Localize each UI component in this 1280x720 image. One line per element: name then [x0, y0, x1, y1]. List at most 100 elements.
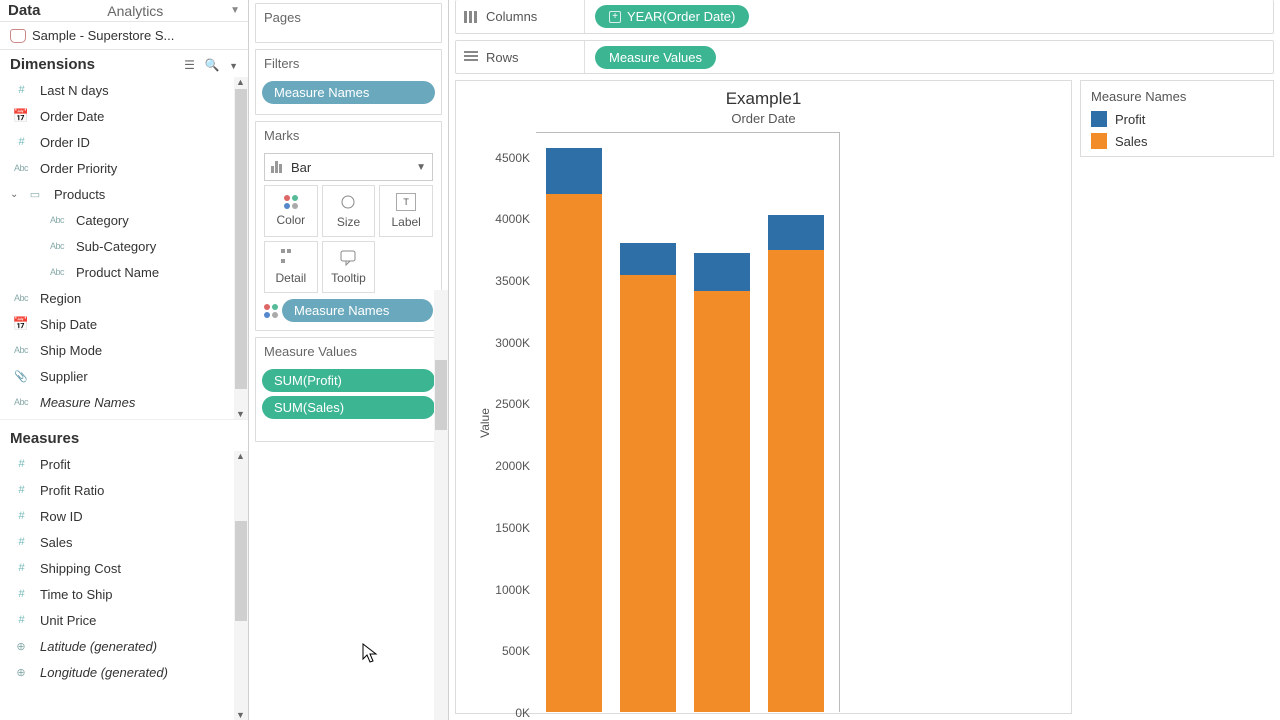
legend-label: Sales: [1115, 134, 1148, 149]
columns-label: Columns: [486, 9, 537, 24]
field-supplier[interactable]: 📎Supplier: [0, 363, 248, 389]
bar-group-1[interactable]: [620, 243, 676, 712]
pages-card[interactable]: Pages: [255, 3, 442, 43]
pages-title: Pages: [256, 4, 441, 31]
tooltip-label: Tooltip: [331, 271, 366, 285]
field-unit-price[interactable]: #Unit Price: [0, 607, 248, 633]
field-time-to-ship[interactable]: #Time to Ship: [0, 581, 248, 607]
search-fields-icon[interactable]: 🔍: [205, 58, 220, 72]
bar-group-2[interactable]: [694, 253, 750, 712]
data-tab[interactable]: Data: [8, 2, 41, 19]
expand-icon[interactable]: +: [609, 11, 621, 23]
field-label: Region: [40, 291, 81, 306]
scroll-down-icon[interactable]: ▼: [236, 409, 245, 419]
label-icon: T: [396, 193, 416, 211]
columns-shelf[interactable]: Columns + YEAR(Order Date): [455, 0, 1274, 34]
detail-icon: [281, 249, 301, 267]
sheet-title[interactable]: Example1: [456, 81, 1071, 111]
field-profit-ratio[interactable]: #Profit Ratio: [0, 477, 248, 503]
field-ship-date[interactable]: 📅Ship Date: [0, 311, 248, 337]
scroll-thumb[interactable]: [235, 521, 247, 621]
field-order-date[interactable]: 📅Order Date: [0, 103, 248, 129]
y-tick: 3000K: [476, 336, 530, 350]
y-tick: 0K: [476, 706, 530, 720]
columns-pill-year[interactable]: + YEAR(Order Date): [595, 5, 749, 28]
marks-color-button[interactable]: Color: [264, 185, 318, 237]
field-ship-mode[interactable]: AbcShip Mode: [0, 337, 248, 363]
rows-pill-measure-values[interactable]: Measure Values: [595, 46, 716, 69]
tab-caret-icon[interactable]: ▼: [230, 5, 240, 16]
field-measure-names[interactable]: AbcMeasure Names: [0, 389, 248, 415]
marks-label-button[interactable]: T Label: [379, 185, 433, 237]
marks-tooltip-button[interactable]: Tooltip: [322, 241, 376, 293]
columns-icon: [464, 11, 478, 23]
field-latitude-generated-[interactable]: ⊕Latitude (generated): [0, 633, 248, 659]
mark-type-label: Bar: [291, 160, 311, 175]
field-shipping-cost[interactable]: #Shipping Cost: [0, 555, 248, 581]
field-profit[interactable]: #Profit: [0, 451, 248, 477]
legend-swatch: [1091, 111, 1107, 127]
field-label: Profit Ratio: [40, 483, 104, 498]
mv-pill-sum-profit-[interactable]: SUM(Profit): [262, 369, 435, 392]
mark-type-select[interactable]: Bar ▼: [264, 153, 433, 181]
bar-profit: [694, 253, 750, 291]
color-legend[interactable]: Measure Names ProfitSales: [1080, 80, 1274, 157]
field-order-priority[interactable]: AbcOrder Priority: [0, 155, 248, 181]
filters-title: Filters: [256, 50, 441, 77]
legend-label: Profit: [1115, 112, 1145, 127]
field-region[interactable]: AbcRegion: [0, 285, 248, 311]
rows-label: Rows: [486, 50, 519, 65]
y-tick: 2000K: [476, 459, 530, 473]
bar-group-0[interactable]: [546, 148, 602, 712]
field-label: Ship Mode: [40, 343, 102, 358]
y-tick: 3500K: [476, 274, 530, 288]
scroll-down-icon[interactable]: ▼: [236, 710, 245, 720]
bar-sales: [694, 291, 750, 712]
bar-group-3[interactable]: [768, 215, 824, 712]
filters-card[interactable]: Filters Measure Names: [255, 49, 442, 115]
dimensions-scrollbar[interactable]: ▲ ▼: [234, 77, 248, 419]
field-products[interactable]: ⌄▭Products: [0, 181, 248, 207]
y-tick: 500K: [476, 644, 530, 658]
visualization-canvas[interactable]: Example1 Order Date Value 4500K4000K3500…: [455, 80, 1072, 714]
filter-pill-measure-names[interactable]: Measure Names: [262, 81, 435, 104]
list-view-icon[interactable]: ☰: [184, 58, 195, 72]
field-category[interactable]: AbcCategory: [0, 207, 248, 233]
marks-pill-measure-names[interactable]: Measure Names: [282, 299, 433, 322]
chart-plot-area: Value 4500K4000K3500K3000K2500K2000K1500…: [536, 132, 840, 712]
scroll-thumb[interactable]: [435, 360, 447, 430]
bar-sales: [620, 275, 676, 712]
field-order-id[interactable]: #Order ID: [0, 129, 248, 155]
field-sub-category[interactable]: AbcSub-Category: [0, 233, 248, 259]
scroll-up-icon[interactable]: ▲: [236, 77, 245, 87]
field-label: Sub-Category: [76, 239, 156, 254]
marks-detail-button[interactable]: Detail: [264, 241, 318, 293]
field-label: Product Name: [76, 265, 159, 280]
field-row-id[interactable]: #Row ID: [0, 503, 248, 529]
size-icon: [338, 193, 358, 211]
mid-scrollbar[interactable]: [434, 290, 448, 720]
mv-pill-sum-sales-[interactable]: SUM(Sales): [262, 396, 435, 419]
legend-item-sales[interactable]: Sales: [1081, 130, 1273, 152]
field-label: Row ID: [40, 509, 83, 524]
measures-list: ▲ ▼ #Profit#Profit Ratio#Row ID#Sales#Sh…: [0, 451, 248, 720]
fields-menu-caret-icon[interactable]: ▼: [229, 61, 238, 71]
y-tick: 2500K: [476, 397, 530, 411]
field-label: Ship Date: [40, 317, 97, 332]
legend-item-profit[interactable]: Profit: [1081, 108, 1273, 130]
marks-card: Marks Bar ▼ Color Size: [255, 121, 442, 331]
marks-size-button[interactable]: Size: [322, 185, 376, 237]
scroll-thumb[interactable]: [235, 89, 247, 389]
datasource-row[interactable]: Sample - Superstore S...: [0, 22, 248, 50]
field-last-n-days[interactable]: #Last N days: [0, 77, 248, 103]
field-sales[interactable]: #Sales: [0, 529, 248, 555]
rows-shelf[interactable]: Rows Measure Values: [455, 40, 1274, 74]
measures-scrollbar[interactable]: ▲ ▼: [234, 451, 248, 720]
dimensions-list: ▲ ▼ #Last N days📅Order Date#Order IDAbcO…: [0, 77, 248, 419]
field-longitude-generated-[interactable]: ⊕Longitude (generated): [0, 659, 248, 685]
field-product-name[interactable]: AbcProduct Name: [0, 259, 248, 285]
field-label: Products: [54, 187, 105, 202]
field-label: Measure Names: [40, 395, 135, 410]
analytics-tab[interactable]: Analytics: [49, 3, 223, 19]
scroll-up-icon[interactable]: ▲: [236, 451, 245, 461]
